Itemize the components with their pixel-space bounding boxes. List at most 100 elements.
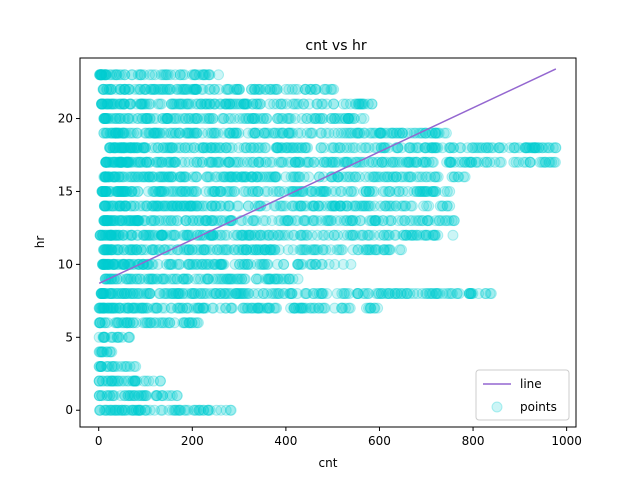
scatter-point bbox=[242, 258, 254, 270]
scatter-point bbox=[145, 215, 157, 227]
scatter-point bbox=[126, 404, 138, 416]
scatter-point bbox=[210, 273, 222, 285]
scatter-point bbox=[231, 273, 243, 285]
scatter-point bbox=[391, 288, 403, 300]
scatter-point bbox=[158, 273, 170, 285]
scatter-point bbox=[133, 390, 145, 402]
scatter-point bbox=[218, 273, 230, 285]
scatter-point bbox=[251, 83, 263, 95]
scatter-point bbox=[145, 317, 157, 329]
scatter-point bbox=[194, 156, 206, 168]
scatter-point bbox=[220, 98, 232, 110]
scatter-point bbox=[384, 200, 396, 212]
scatter-point bbox=[197, 302, 209, 314]
scatter-point bbox=[121, 288, 133, 300]
scatter-point bbox=[242, 288, 254, 300]
scatter-point bbox=[288, 302, 300, 314]
scatter-point bbox=[107, 331, 119, 343]
scatter-point bbox=[148, 302, 160, 314]
scatter-point bbox=[329, 200, 341, 212]
scatter-point bbox=[301, 229, 313, 241]
scatter-point bbox=[424, 288, 436, 300]
scatter-point bbox=[300, 142, 312, 154]
scatter-point bbox=[307, 215, 319, 227]
scatter-point bbox=[128, 302, 140, 314]
scatter-point bbox=[111, 404, 123, 416]
scatter-point bbox=[134, 404, 146, 416]
scatter-point bbox=[93, 375, 105, 387]
scatter-point bbox=[316, 288, 328, 300]
scatter-point bbox=[98, 404, 110, 416]
scatter-point bbox=[254, 302, 266, 314]
scatter-point bbox=[105, 346, 117, 358]
scatter-point bbox=[209, 185, 221, 197]
scatter-point bbox=[95, 360, 107, 372]
scatter-point bbox=[106, 171, 118, 183]
scatter-point bbox=[173, 302, 185, 314]
scatter-point bbox=[129, 375, 141, 387]
scatter-point bbox=[163, 258, 175, 270]
x-tick-label: 400 bbox=[274, 434, 297, 448]
scatter-point bbox=[100, 404, 112, 416]
scatter-point bbox=[222, 273, 234, 285]
scatter-point bbox=[253, 302, 265, 314]
scatter-point bbox=[264, 302, 276, 314]
scatter-point bbox=[421, 200, 433, 212]
scatter-point bbox=[101, 404, 113, 416]
scatter-point bbox=[159, 288, 171, 300]
scatter-point bbox=[360, 302, 372, 314]
scatter-point bbox=[177, 302, 189, 314]
scatter-point bbox=[133, 404, 145, 416]
scatter-point bbox=[139, 404, 151, 416]
scatter-point bbox=[305, 302, 317, 314]
scatter-point bbox=[284, 288, 296, 300]
scatter-point bbox=[235, 288, 247, 300]
scatter-point bbox=[118, 288, 130, 300]
scatter-point bbox=[236, 273, 248, 285]
scatter-point bbox=[111, 317, 123, 329]
scatter-point bbox=[422, 215, 434, 227]
scatter-point bbox=[394, 244, 406, 256]
scatter-point bbox=[147, 200, 159, 212]
scatter-point bbox=[111, 331, 123, 343]
scatter-point bbox=[95, 288, 107, 300]
scatter-point bbox=[319, 302, 331, 314]
scatter-point bbox=[109, 375, 121, 387]
scatter-point bbox=[149, 404, 161, 416]
scatter-point bbox=[389, 288, 401, 300]
scatter-point bbox=[97, 288, 109, 300]
scatter-point bbox=[146, 273, 158, 285]
scatter-point bbox=[383, 215, 395, 227]
scatter-point bbox=[205, 113, 217, 125]
scatter-point bbox=[177, 273, 189, 285]
scatter-point bbox=[141, 404, 153, 416]
scatter-point bbox=[292, 273, 304, 285]
scatter-point bbox=[103, 200, 115, 212]
scatter-point bbox=[111, 317, 123, 329]
scatter-point bbox=[165, 288, 177, 300]
scatter-point bbox=[107, 127, 119, 139]
scatter-point bbox=[136, 302, 148, 314]
scatter-point bbox=[106, 288, 118, 300]
scatter-point bbox=[145, 273, 157, 285]
scatter-point bbox=[127, 375, 139, 387]
scatter-point bbox=[124, 317, 136, 329]
scatter-point bbox=[93, 390, 105, 402]
scatter-point bbox=[247, 127, 259, 139]
scatter-point bbox=[243, 113, 255, 125]
scatter-point bbox=[458, 171, 470, 183]
scatter-point bbox=[260, 273, 272, 285]
scatter-point bbox=[382, 288, 394, 300]
scatter-point bbox=[165, 258, 177, 270]
scatter-point bbox=[266, 288, 278, 300]
scatter-point bbox=[290, 302, 302, 314]
scatter-point bbox=[103, 302, 115, 314]
scatter-point bbox=[120, 273, 132, 285]
scatter-point bbox=[192, 302, 204, 314]
scatter-point bbox=[118, 288, 130, 300]
scatter-point bbox=[233, 273, 245, 285]
scatter-point bbox=[93, 331, 105, 343]
scatter-point bbox=[463, 288, 475, 300]
scatter-point bbox=[109, 360, 121, 372]
scatter-point bbox=[107, 390, 119, 402]
